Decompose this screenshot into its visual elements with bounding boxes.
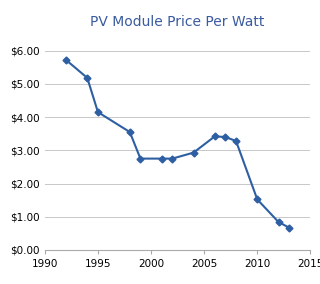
Title: PV Module Price Per Watt: PV Module Price Per Watt [91, 15, 265, 29]
